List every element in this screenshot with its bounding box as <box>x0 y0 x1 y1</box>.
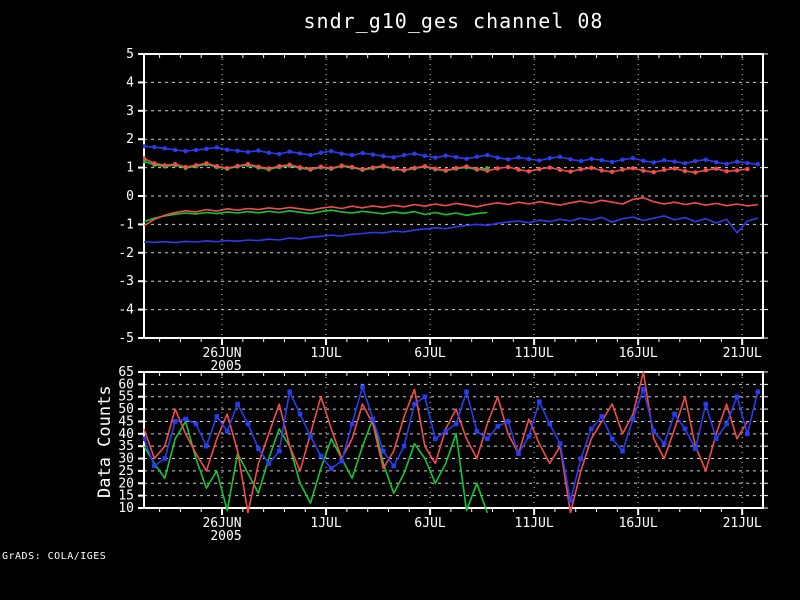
y-tick-label: 30 <box>118 452 134 467</box>
y-tick-label: 35 <box>118 439 134 454</box>
y-tick-label: 4 <box>126 75 134 90</box>
y-tick-label: 65 <box>118 365 134 380</box>
panel-0-series-lower-blue <box>143 215 759 244</box>
panel-1-series-counts-red <box>143 371 749 513</box>
panel-0-frame <box>138 53 768 345</box>
x-tick-year-label: 2005 <box>210 359 241 374</box>
y-tick-label: -3 <box>118 274 134 289</box>
panel-0-grid <box>144 53 763 339</box>
y-tick-label: 1 <box>126 161 134 176</box>
y-tick-label: 20 <box>118 476 134 491</box>
y-tick-label: -1 <box>118 217 134 232</box>
y-tick-label: 0 <box>126 189 134 204</box>
y-tick-label: 60 <box>118 377 134 392</box>
y-tick-label: -2 <box>118 246 134 261</box>
y-tick-label: 15 <box>118 489 134 504</box>
y-tick-label: 5 <box>126 47 134 62</box>
x-tick-label: 1JUL <box>310 516 341 531</box>
x-tick-label: 16JUL <box>619 516 658 531</box>
panel-0-series-upper-blue <box>143 144 760 167</box>
grads-watermark: GrADS: COLA/IGES <box>2 551 107 562</box>
y-tick-label: 45 <box>118 414 134 429</box>
y-tick-label: 25 <box>118 464 134 479</box>
x-tick-label: 21JUL <box>723 516 762 531</box>
x-tick-label: 21JUL <box>723 346 762 361</box>
panel-0-series-lower-green <box>143 209 488 223</box>
x-tick-label: 26JUN <box>202 346 241 361</box>
y-tick-label: 2 <box>126 132 134 147</box>
x-tick-label: 1JUL <box>310 346 341 361</box>
panel-0-series-lower-red <box>143 196 758 227</box>
x-tick-label: 11JUL <box>515 346 554 361</box>
y-tick-label: 40 <box>118 427 134 442</box>
y-tick-label: -5 <box>118 331 134 346</box>
y-tick-label: -4 <box>118 303 134 318</box>
x-tick-label: 6JUL <box>414 346 445 361</box>
x-tick-label: 26JUN <box>202 516 241 531</box>
y-tick-label: 10 <box>118 501 134 516</box>
chart-title: sndr_g10_ges channel 08 <box>303 9 604 33</box>
x-tick-label: 16JUL <box>619 346 658 361</box>
panel-1-series-counts-green <box>143 418 489 513</box>
x-tick-year-label: 2005 <box>210 529 241 544</box>
panel-1-series-counts-blue <box>143 384 761 503</box>
y-tick-label: 50 <box>118 402 134 417</box>
y-tick-label: 55 <box>118 390 134 405</box>
panel-0-series-upper-red <box>143 156 750 175</box>
x-tick-label: 6JUL <box>414 516 445 531</box>
y-tick-label: 3 <box>126 104 134 119</box>
x-tick-label: 11JUL <box>515 516 554 531</box>
